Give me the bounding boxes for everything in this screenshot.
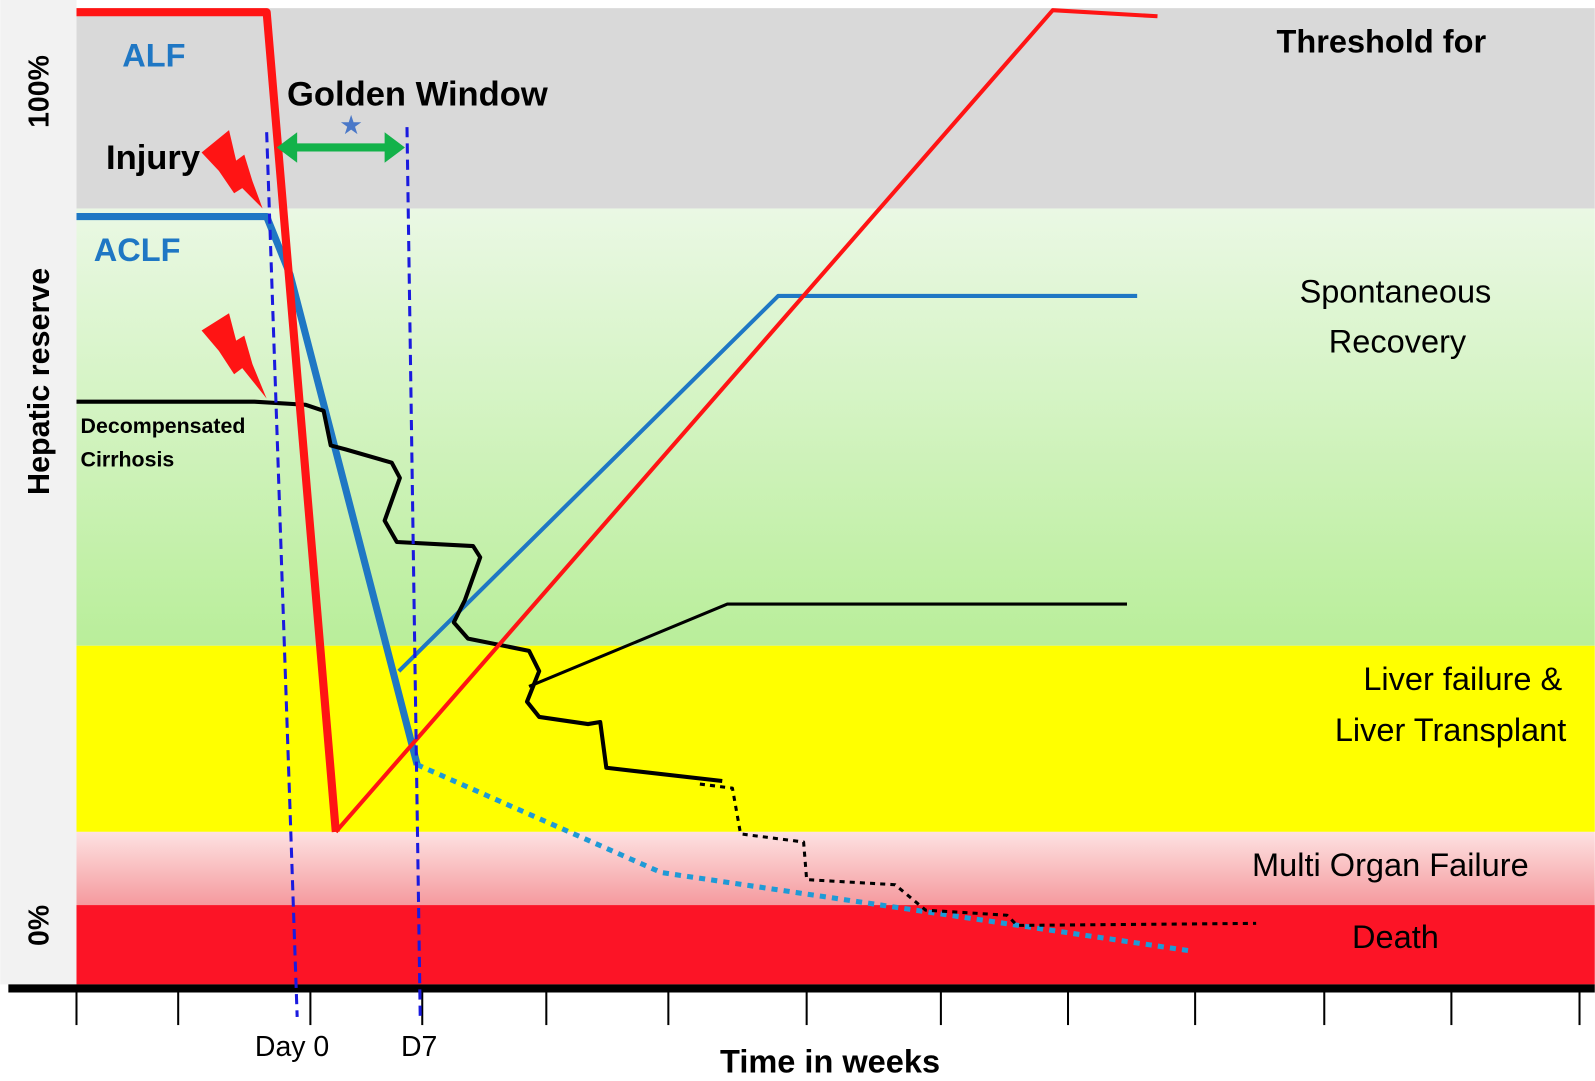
- curves: [76, 8, 1257, 1017]
- axis-strip: [0, 0, 77, 985]
- golden-arrow: ★: [276, 110, 405, 163]
- x-tick-label: D7: [401, 1031, 437, 1063]
- lightning: [201, 313, 267, 399]
- label: Threshold for: [1276, 23, 1486, 59]
- label: Spontaneous: [1300, 273, 1492, 309]
- lightning: [201, 130, 263, 209]
- label: Multi Organ Failure: [1252, 847, 1529, 883]
- x-tick-label: Day 0: [255, 1031, 329, 1063]
- label: Injury: [106, 139, 201, 177]
- label: ACLF: [94, 232, 181, 268]
- svg-text:★: ★: [339, 110, 363, 140]
- x-axis-label: Time in weeks: [720, 1043, 940, 1079]
- label: Death: [1352, 919, 1439, 955]
- band-death: [76, 905, 1595, 985]
- ticks: [75, 991, 1581, 1026]
- label: Recovery: [1329, 323, 1467, 359]
- y-tick-label: 100%: [23, 55, 55, 128]
- y-axis-label: Hepatic reserve: [22, 268, 56, 495]
- label: Decompensated: [81, 414, 246, 438]
- label: Cirrhosis: [81, 447, 175, 471]
- label: Liver failure &: [1363, 661, 1562, 697]
- band-threshold: [76, 8, 1595, 209]
- band-mof: [76, 831, 1595, 906]
- y-tick-label: 0%: [23, 905, 55, 946]
- label: Liver Transplant: [1335, 712, 1566, 748]
- label: ALF: [122, 38, 185, 74]
- label: Golden Window: [287, 76, 548, 114]
